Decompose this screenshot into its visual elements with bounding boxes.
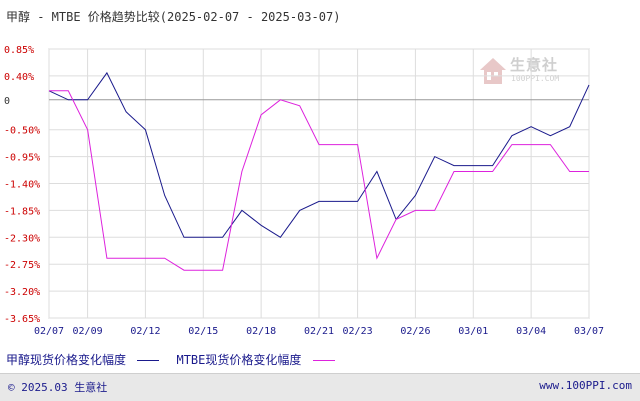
- legend: 甲醇现货价格变化幅度 MTBE现货价格变化幅度: [6, 351, 345, 368]
- legend-label-series1: 甲醇现货价格变化幅度: [6, 353, 127, 367]
- y-tick-label: -2.30%: [4, 233, 40, 244]
- x-tick-label: 02/21: [304, 326, 334, 337]
- x-tick-label: 03/04: [516, 326, 546, 337]
- y-tick-label: 0.40%: [4, 72, 34, 83]
- series-line-2: [49, 90, 589, 271]
- x-tick-label: 02/18: [246, 326, 276, 337]
- footer-copyright: © 2025.03 生意社: [8, 381, 108, 394]
- x-tick-label: 02/12: [130, 326, 160, 337]
- x-tick-label: 03/01: [458, 326, 488, 337]
- y-tick-label: -2.75%: [4, 260, 40, 271]
- footer-link[interactable]: www.100PPI.com: [539, 379, 632, 392]
- watermark-name: 生意社: [510, 56, 559, 74]
- x-tick-label: 02/09: [73, 326, 103, 337]
- x-tick-label: 02/26: [400, 326, 430, 337]
- legend-item-series2: MTBE现货价格变化幅度: [176, 351, 335, 368]
- y-tick-label: 0: [4, 96, 10, 107]
- legend-item-series1: 甲醇现货价格变化幅度: [6, 351, 160, 368]
- y-tick-label: -1.40%: [4, 180, 40, 191]
- legend-line-series1: [137, 360, 160, 361]
- x-tick-label: 02/23: [343, 326, 373, 337]
- y-tick-label: -3.65%: [4, 314, 40, 325]
- x-tick-label: 02/07: [34, 326, 64, 337]
- y-tick-label: -0.95%: [4, 153, 40, 164]
- y-tick-label: -1.85%: [4, 206, 40, 217]
- y-tick-label: -0.50%: [4, 126, 40, 137]
- x-tick-label: 02/15: [188, 326, 218, 337]
- legend-line-series2: [312, 360, 335, 361]
- watermark-url: 100PPI.COM: [511, 74, 560, 83]
- footer: © 2025.03 生意社 www.100PPI.com: [0, 373, 640, 401]
- watermark: 生意社 100PPI.COM: [478, 52, 578, 92]
- x-tick-label: 03/07: [574, 326, 604, 337]
- legend-label-series2: MTBE现货价格变化幅度: [176, 353, 302, 367]
- y-tick-label: 0.85%: [4, 45, 34, 56]
- chart-title: 甲醇 - MTBE 价格趋势比较(2025-02-07 - 2025-03-07…: [6, 10, 341, 24]
- series-line-1: [48, 71, 590, 238]
- y-tick-label: -3.20%: [4, 287, 40, 298]
